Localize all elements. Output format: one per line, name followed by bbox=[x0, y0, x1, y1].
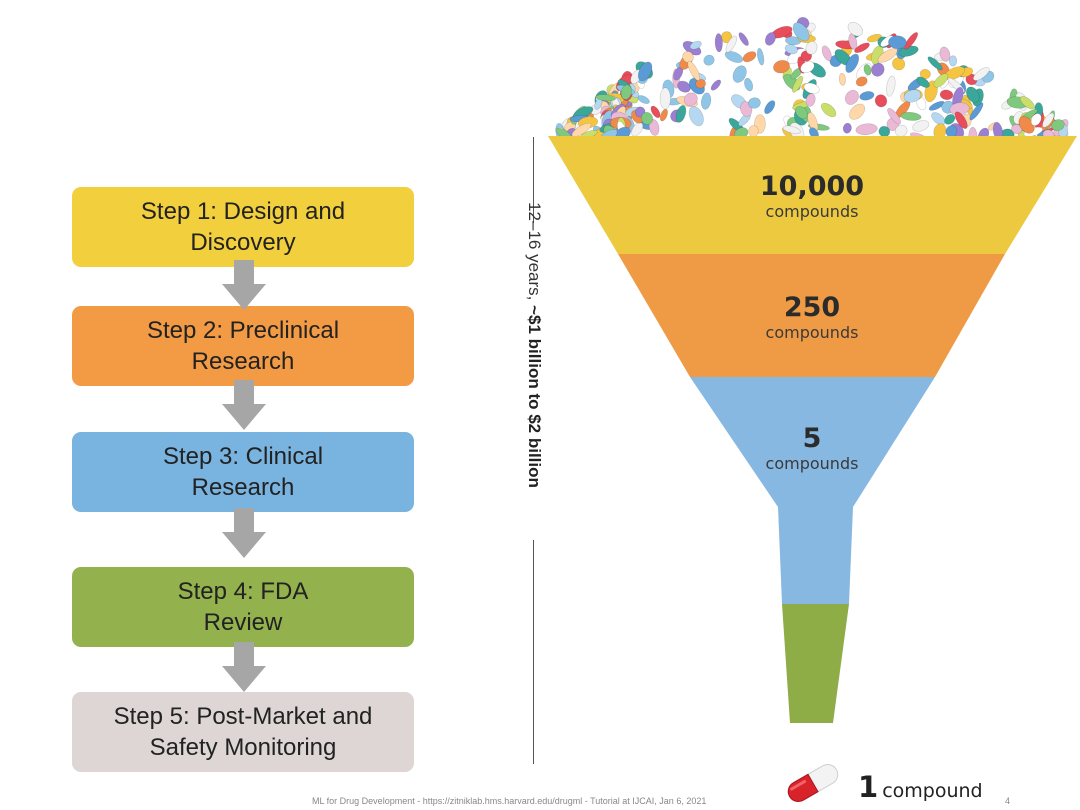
timeline-line-top bbox=[533, 137, 534, 223]
step-3-line1: Step 3: Clinical bbox=[162, 443, 324, 470]
stage-1-label: 10,000 compounds bbox=[732, 172, 892, 222]
step-5-line1: Step 5: Post-Market and bbox=[113, 703, 373, 730]
stage-3-label: 5 compounds bbox=[732, 424, 892, 474]
step-5-box: Step 5: Post-Market and Safety Monitorin… bbox=[72, 692, 414, 772]
stage-3-unit: compounds bbox=[765, 454, 859, 473]
step-3-line2: Research bbox=[191, 474, 295, 501]
final-unit: compound bbox=[882, 780, 983, 802]
step-2-line2: Research bbox=[191, 348, 295, 375]
stage-1-count: 10,000 bbox=[759, 171, 865, 202]
funnel-stage-2 bbox=[618, 254, 1005, 377]
funnel-stage-4 bbox=[782, 604, 849, 723]
step-2-box: Step 2: Preclinical Research bbox=[72, 306, 414, 386]
step-3-box: Step 3: Clinical Research bbox=[72, 432, 414, 512]
funnel-stage-1 bbox=[548, 136, 1077, 254]
step-5-line2: Safety Monitoring bbox=[149, 734, 337, 761]
down-arrow-icon bbox=[222, 508, 266, 558]
step-4-line1: Step 4: FDA bbox=[177, 578, 309, 605]
final-compound-label: 1 compound bbox=[858, 770, 983, 804]
stage-3-count: 5 bbox=[802, 423, 822, 454]
down-arrow-icon bbox=[222, 260, 266, 310]
step-4-line2: Review bbox=[203, 609, 283, 636]
page-number: 4 bbox=[1005, 796, 1011, 806]
capsule-icon bbox=[787, 764, 839, 802]
down-arrow-icon bbox=[222, 642, 266, 692]
stage-2-unit: compounds bbox=[765, 323, 859, 342]
pill-pile-image bbox=[555, 16, 1069, 148]
funnel-stage-3 bbox=[690, 377, 935, 604]
timeline-line-bottom bbox=[533, 540, 534, 764]
stage-2-label: 250 compounds bbox=[732, 293, 892, 343]
step-1-box: Step 1: Design and Discovery bbox=[72, 187, 414, 267]
slide-footer: ML for Drug Development - https://zitnik… bbox=[312, 796, 707, 806]
step-1-line2: Discovery bbox=[190, 229, 296, 256]
down-arrow-icon bbox=[222, 380, 266, 430]
step-4-box: Step 4: FDA Review bbox=[72, 567, 414, 647]
final-count: 1 bbox=[858, 770, 879, 804]
step-1-line1: Step 1: Design and bbox=[140, 198, 346, 225]
stage-1-unit: compounds bbox=[765, 202, 859, 221]
stage-2-count: 250 bbox=[783, 292, 841, 323]
step-2-line1: Step 2: Preclinical bbox=[146, 317, 340, 344]
